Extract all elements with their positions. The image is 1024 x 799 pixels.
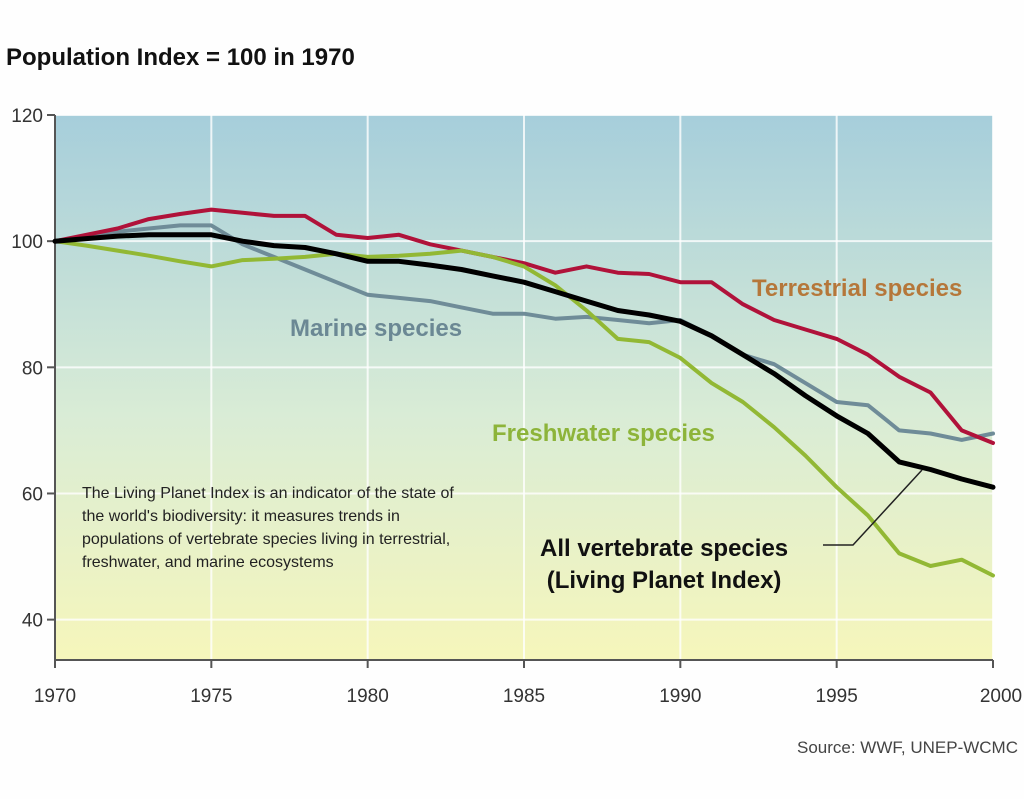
source-credit: Source: WWF, UNEP-WCMC [797,738,1018,757]
x-tick-label: 1970 [34,686,76,707]
x-tick-label: 1990 [659,686,701,707]
series-line-freshwater [53,239,995,578]
chart-title: Population Index = 100 in 1970 [6,44,355,71]
freshwater-label: Freshwater species [492,420,715,447]
marine-label: Marine species [290,315,463,342]
series-line-terrestrial [53,207,995,445]
all-species-label-line1: All vertebrate species [540,535,789,562]
terrestrial-label: Terrestrial species [752,275,963,302]
x-tick-label: 2000 [980,686,1022,707]
series-line-all [52,232,996,490]
x-tick-label: 1995 [816,686,858,707]
y-tick-label: 60 [22,484,43,505]
x-tick-label: 1975 [190,686,232,707]
all-species-leader-line [823,469,923,546]
x-tick-label: 1980 [347,686,389,707]
series-line-marine [53,223,995,442]
y-tick-label: 40 [22,611,43,632]
y-tick-label: 100 [11,232,43,253]
all-species-label: All vertebrate species (Living Planet In… [540,533,788,597]
y-tick-label: 80 [22,358,43,379]
all-species-label-line2: (Living Planet Index) [546,567,782,594]
description-note: The Living Planet Index is an indicator … [82,485,454,571]
y-tick-label: 120 [11,106,43,127]
x-tick-label: 1985 [503,686,545,707]
